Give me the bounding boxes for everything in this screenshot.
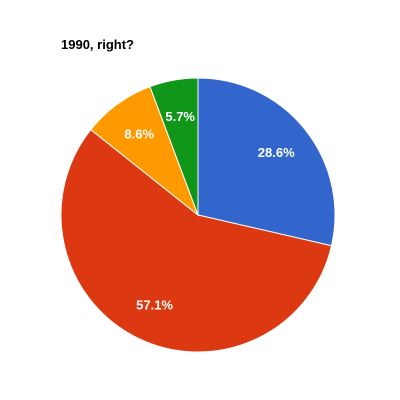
- pie-slice-2[interactable]: [60, 128, 333, 353]
- pie-slice-label-4: 5.7%: [165, 109, 195, 124]
- pie-slice-label-3: 8.6%: [124, 127, 154, 142]
- pie-slice-1[interactable]: [197, 77, 336, 247]
- chart-title: 1990, right?: [61, 37, 134, 52]
- pie-slices: [60, 77, 336, 353]
- pie-slice-4[interactable]: [149, 77, 199, 216]
- pie-slice-label-2: 57.1%: [136, 298, 173, 313]
- pie-slice-label-1: 28.6%: [258, 145, 295, 160]
- pie-labels: 28.6% 57.1% 8.6% 5.7%: [124, 109, 295, 312]
